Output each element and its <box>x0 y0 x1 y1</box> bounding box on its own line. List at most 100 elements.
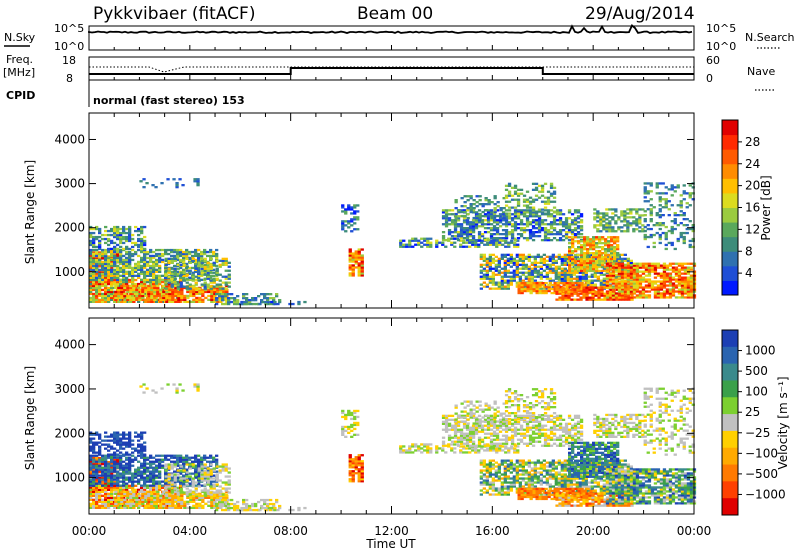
heatmap-cell <box>564 233 569 236</box>
heatmap-cell <box>671 292 676 295</box>
heatmap-cell <box>614 286 619 289</box>
heatmap-cell <box>537 210 542 213</box>
freq-label-2: [MHz] <box>3 66 35 79</box>
heatmap-cell <box>596 212 600 215</box>
heatmap-cell <box>518 253 522 256</box>
heatmap-cell <box>547 285 551 289</box>
heatmap-cell <box>583 254 587 257</box>
heatmap-cell <box>351 260 355 263</box>
heatmap-cell <box>348 250 352 253</box>
heatmap-cell <box>104 504 108 507</box>
heatmap-cell <box>555 292 559 295</box>
colorbar-cell <box>722 178 738 194</box>
heatmap-cell <box>665 278 670 281</box>
heatmap-cell <box>189 290 193 294</box>
heatmap-cell <box>670 204 674 207</box>
heatmap-cell <box>629 288 634 291</box>
heatmap-cell <box>495 233 500 236</box>
heatmap-cell <box>566 279 570 282</box>
heatmap-cell <box>630 294 634 297</box>
heatmap-cell <box>605 270 610 273</box>
colorbar-cell <box>722 280 738 296</box>
heatmap-cell <box>119 262 123 266</box>
heatmap-cell <box>545 277 549 280</box>
heatmap-cell <box>609 288 613 291</box>
heatmap-cell <box>582 286 586 289</box>
heatmap-cell <box>638 274 643 277</box>
heatmap-cell <box>95 237 99 241</box>
heatmap-cell <box>144 290 148 294</box>
heatmap-cell <box>611 274 616 277</box>
heatmap-cell <box>495 239 500 242</box>
heatmap-cell <box>610 248 614 251</box>
heatmap-cell <box>471 231 476 234</box>
heatmap-cell <box>638 208 642 211</box>
heatmap-cell <box>192 290 196 294</box>
heatmap-cell <box>472 199 476 202</box>
heatmap-cell <box>95 494 99 497</box>
heatmap-cell <box>528 229 533 232</box>
heatmap-cell <box>507 233 512 236</box>
nsky-tick-top: 10^5 <box>54 22 84 35</box>
heatmap-cell <box>462 237 467 240</box>
heatmap-cell <box>555 211 560 214</box>
heatmap-cell <box>216 288 220 292</box>
heatmap-cell <box>620 278 625 281</box>
heatmap-cell <box>677 274 682 277</box>
heatmap-cell <box>500 283 504 286</box>
heatmap-cell <box>644 280 649 283</box>
heatmap-cell <box>107 498 111 501</box>
heatmap-cell <box>101 257 105 260</box>
heatmap-cell <box>600 298 604 301</box>
heatmap-cell <box>680 284 685 287</box>
heatmap-cell <box>650 268 655 271</box>
heatmap-cell <box>357 248 361 251</box>
heatmap-cell <box>155 260 159 264</box>
heatmap-cell <box>146 260 150 264</box>
heatmap-cell <box>215 277 219 280</box>
heatmap-cell <box>107 282 111 286</box>
heatmap-cell <box>101 280 105 284</box>
heatmap-cell <box>560 267 564 270</box>
heatmap-cell <box>513 223 518 226</box>
heatmap-cell <box>474 239 479 242</box>
heatmap-cell <box>225 298 229 301</box>
heatmap-cell <box>632 264 637 267</box>
heatmap-cell <box>356 228 360 231</box>
heatmap-cell <box>512 263 516 266</box>
heatmap-cell <box>542 261 546 264</box>
heatmap-cell <box>158 264 162 268</box>
heatmap-cell <box>201 290 205 294</box>
heatmap-cell <box>351 272 355 275</box>
heatmap-cell <box>531 211 536 214</box>
heatmap-cell <box>357 250 361 253</box>
heatmap-cell <box>119 235 123 239</box>
heatmap-cell <box>655 182 659 185</box>
heatmap-cell <box>679 200 683 203</box>
heatmap-cell <box>92 294 96 298</box>
heatmap-cell <box>110 252 114 256</box>
heatmap-cell <box>122 266 126 270</box>
heatmap-cell <box>668 290 673 293</box>
heatmap-cell <box>98 477 102 480</box>
heatmap-cell <box>688 227 692 231</box>
heatmap-cell <box>497 281 501 284</box>
heatmap-cell <box>113 229 117 233</box>
heatmap-cell <box>414 239 418 242</box>
heatmap-cell <box>585 296 589 299</box>
heatmap-cell <box>101 498 105 501</box>
heatmap-cell <box>197 256 201 260</box>
heatmap-cell <box>192 286 196 290</box>
heatmap-cell <box>272 299 276 302</box>
heatmap-cell <box>357 274 361 277</box>
heatmap-cell <box>491 273 495 276</box>
heatmap-cell <box>354 254 358 257</box>
heatmap-cell <box>146 270 150 273</box>
heatmap-cell <box>185 252 189 256</box>
heatmap-cell <box>673 218 677 221</box>
heatmap-cell <box>488 261 492 264</box>
heatmap-cell <box>152 254 156 258</box>
heatmap-cell <box>459 233 464 236</box>
heatmap-cell <box>501 211 506 214</box>
heatmap-cell <box>598 238 602 241</box>
